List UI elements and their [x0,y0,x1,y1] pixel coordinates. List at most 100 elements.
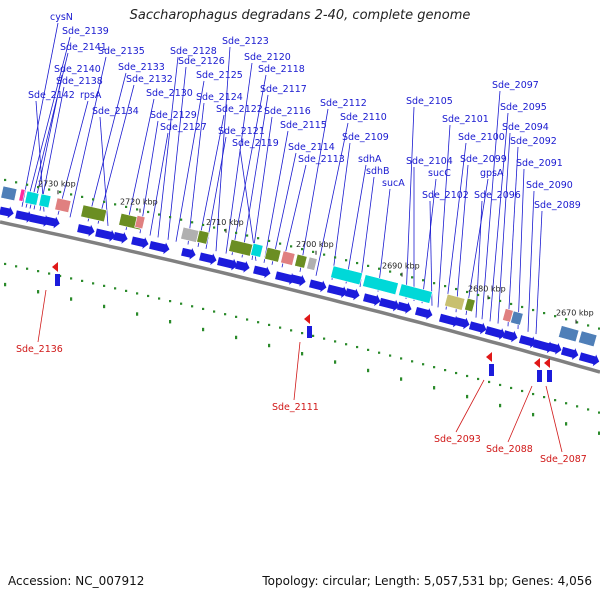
gene-label[interactable]: Sde_2090 [526,180,573,191]
gc-dot [37,290,40,294]
gene-label[interactable]: Sde_2121 [218,126,265,137]
gene-label[interactable]: rpsA [80,90,102,101]
gene-arrow [181,247,196,260]
gc-dot [202,327,205,332]
gene-label[interactable]: Sde_2127 [160,122,207,133]
gene-arrow [546,342,562,355]
cog-block [196,229,210,245]
label-connector [187,102,205,245]
gene-label[interactable]: Sde_2119 [232,138,279,149]
gene-label[interactable]: sdhB [366,166,390,177]
reverse-gene-label[interactable]: Sde_2088 [486,444,533,455]
gc-dot [433,282,436,285]
gene-label[interactable]: Sde_2091 [516,158,563,169]
tick-label: 2680 kbp [468,284,506,293]
gc-dot [37,186,40,189]
gene-label[interactable]: Sde_2099 [460,154,507,165]
gene-label[interactable]: Sde_2104 [406,156,453,167]
reverse-gene-label[interactable]: Sde_2136 [16,344,63,355]
label-connector [175,80,205,242]
gene-label[interactable]: Sde_2139 [62,26,109,37]
gene-label[interactable]: Sde_2124 [196,92,243,103]
gene-label[interactable]: Sde_2120 [244,52,291,63]
reverse-gene-label[interactable]: Sde_2111 [272,402,319,413]
label-connector [535,210,543,335]
label-connector-lines [21,22,543,335]
gene-arrow [327,284,348,298]
gc-dot [554,315,557,318]
gc-dot [59,274,62,278]
gc-dot [323,253,326,256]
gene-label[interactable]: Sde_2105 [406,96,453,107]
gene-label[interactable]: Sde_2109 [342,132,389,143]
reverse-gene-label[interactable]: Sde_2087 [540,454,587,465]
gc-dot [499,299,502,303]
cog-block [80,204,108,223]
gene-arrow [518,335,537,348]
gene-label[interactable]: Sde_2125 [196,70,243,81]
gc-dot [367,348,370,351]
gene-label[interactable]: Sde_2128 [170,46,217,57]
gene-label[interactable]: Sde_2141 [60,42,107,53]
gene-label[interactable]: cysN [50,12,73,23]
gene-label[interactable]: sdhA [358,154,382,165]
gene-arrow [396,301,412,314]
gene-label[interactable]: Sde_2117 [260,84,307,95]
cog-block [280,250,296,266]
gene-label[interactable]: Sde_2116 [264,106,311,117]
gene-label[interactable]: Sde_2100 [458,132,505,143]
cog-block [38,193,52,209]
gc-dot [268,323,271,327]
gene-label[interactable]: Sde_2140 [54,64,101,75]
gene-label[interactable]: Sde_2101 [442,114,489,125]
label-connector [405,106,415,299]
gene-label[interactable]: Sde_2102 [422,190,469,201]
gene-label[interactable]: Sde_2110 [340,112,387,123]
gene-label[interactable]: Sde_2126 [178,56,225,67]
gene-label[interactable]: Sde_2089 [534,200,581,211]
gene-label[interactable]: gpsA [480,168,504,179]
gene-arrow [77,224,95,237]
gene-label[interactable]: Sde_2133 [118,62,165,73]
gene-label[interactable]: Sde_2096 [474,190,521,201]
gene-label[interactable]: Sde_2142 [28,90,75,101]
gene-label[interactable]: Sde_2138 [56,76,103,87]
gene-label[interactable]: Sde_2122 [216,104,263,115]
label-connector [281,164,307,268]
tick-label: 2720 kbp [120,198,158,207]
gene-label[interactable]: Sde_2118 [258,64,305,75]
gene-label[interactable]: Sde_2115 [280,120,327,131]
cog-block [264,246,282,263]
gene-label[interactable]: Sde_2129 [150,110,197,121]
gc-dot [477,377,480,381]
gene-label[interactable]: Sde_2132 [126,74,173,85]
gc-dot [521,305,524,309]
gc-dot [246,318,249,321]
gene-arrow [0,206,14,219]
gc-dot [510,302,513,306]
cog-block [444,293,466,311]
gene-label[interactable]: Sde_2094 [502,122,549,133]
gene-label[interactable]: Sde_2114 [288,142,335,153]
label-connector [125,98,155,231]
gc-dot [422,363,425,366]
gene-label[interactable]: Sde_2095 [500,102,547,113]
gene-label[interactable]: sucA [382,178,405,189]
gene-label[interactable]: Sde_2113 [298,154,345,165]
gene-label[interactable]: sucC [428,168,451,179]
gene-label[interactable]: Sde_2123 [222,36,269,47]
gene-label[interactable]: Sde_2135 [98,46,145,57]
gene-label[interactable]: Sde_2092 [510,136,557,147]
gene-label[interactable]: Sde_2112 [320,98,367,109]
gene-label[interactable]: Sde_2130 [146,88,193,99]
gene-label[interactable]: Sde_2097 [492,80,539,91]
gc-dot [466,394,469,399]
label-connector [25,36,71,208]
reverse-gene-label[interactable]: Sde_2093 [434,434,481,445]
gene-arrow-track [0,206,600,367]
gene-label[interactable]: Sde_2134 [92,106,139,117]
gc-dot [246,234,249,237]
label-connector [527,190,535,332]
gc-dot [389,354,392,357]
gc-dot [334,256,337,259]
